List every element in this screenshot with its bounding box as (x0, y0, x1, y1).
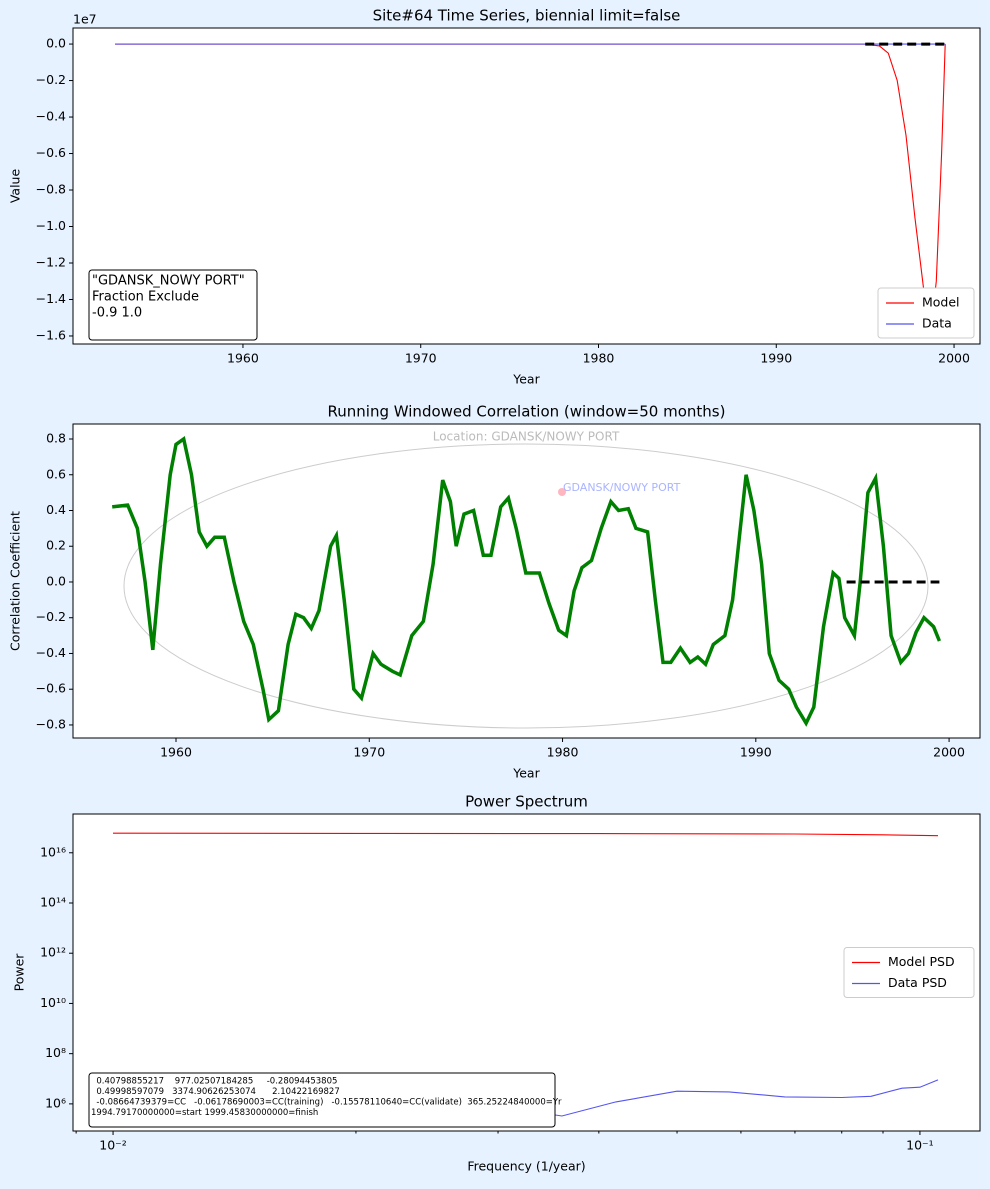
map-outline (123, 443, 929, 729)
annotation-text: 0.40798855217 977.02507184285 -0.2809445… (91, 1077, 337, 1087)
legend-label: Model PSD (888, 954, 955, 969)
x-tick-label: 2000 (933, 745, 965, 760)
chart-title: Power Spectrum (465, 793, 588, 811)
y-tick-label: 10⁸ (45, 1045, 66, 1060)
y-tick-label: −1.6 (36, 327, 66, 342)
y-tick-label: −0.4 (36, 109, 66, 124)
legend (877, 287, 975, 339)
y-tick-label: 10¹⁴ (40, 894, 66, 909)
map-site-label: GDANSK/NOWY PORT (563, 481, 681, 494)
y-tick-label: 0.8 (46, 431, 66, 446)
chart: 1960 1970 1980 1990 2000 0.0 −0.2 −0.4 −0.6 −0.8 −… (8, 7, 981, 387)
y-tick-label: 10¹⁰ (40, 995, 66, 1010)
annotation-text: -0.9 1.0 (92, 306, 142, 321)
y-tick-label: 10¹⁶ (40, 844, 66, 859)
annotation-box (88, 269, 258, 341)
plot-frame (72, 423, 981, 739)
y-tick-label: 10⁶ (45, 1095, 66, 1110)
y-tick-label: −0.6 (36, 681, 66, 696)
legend-label: Model (922, 295, 960, 310)
x-tick-label: 1980 (583, 351, 615, 366)
plot-frame (72, 27, 981, 345)
x-tick-label: 2000 (938, 351, 970, 366)
y-tick-label: −1.4 (36, 291, 66, 306)
plot-frame (72, 813, 981, 1132)
legend (843, 947, 975, 998)
y-tick-label: −1.2 (36, 254, 66, 269)
x-tick-label: 1960 (227, 351, 259, 366)
map-title: Location: GDANSK/NOWY PORT (433, 430, 620, 444)
x-tick-label: 1990 (740, 745, 772, 760)
series-line (115, 43, 946, 331)
x-tick-label: 1960 (160, 745, 192, 760)
plot-area (73, 424, 980, 738)
chart: Location: GDANSK/NOWY PORT GDANSK/NOWY PO… (8, 403, 981, 781)
x-axis-label: Frequency (1/year) (467, 1159, 585, 1174)
map-site (558, 488, 566, 496)
x-tick-label: 1970 (353, 745, 385, 760)
y-axis-label: Value (8, 169, 23, 204)
y-tick-label: 0.0 (46, 573, 66, 588)
annotation-text: "GDANSK_NOWY PORT" (92, 274, 245, 289)
x-tick-label: 1990 (760, 351, 792, 366)
y-tick-label: −1.0 (36, 218, 66, 233)
y-tick-label: −0.2 (36, 609, 66, 624)
y-tick-label: 0.0 (46, 36, 66, 51)
y-tick-label: 0.4 (46, 502, 66, 517)
y-axis-label: Correlation Coefficient (8, 511, 23, 651)
x-tick-label: 1970 (405, 351, 437, 366)
annotation-box (88, 1072, 556, 1128)
annotation-text: 0.49998597079 3374.90626253074 2.1042216… (91, 1087, 340, 1097)
annotation-text: 1994.79170000000=start 1999.45830000000=… (91, 1108, 318, 1118)
x-tick-label: 10⁻² (99, 1138, 127, 1153)
chart-title: Site#64 Time Series, biennial limit=fals… (373, 7, 681, 25)
annotation-text: Fraction Exclude (92, 290, 199, 305)
chart-title: Running Windowed Correlation (window=50 … (328, 403, 726, 421)
x-tick-label: 10⁻¹ (906, 1138, 934, 1153)
y-tick-label: −0.8 (36, 182, 66, 197)
y-tick-label: −0.6 (36, 145, 66, 160)
x-tick-label: 1980 (547, 745, 579, 760)
y-tick-label: 0.2 (46, 538, 66, 553)
y-tick-label: −0.2 (36, 72, 66, 87)
series-line (112, 832, 939, 837)
chart: 10⁻² 10⁻¹ 10⁶ 10⁸ 10¹⁰ 10¹² 10¹⁴ 10¹⁶ Power Spec… (12, 793, 981, 1174)
legend-label: Data (922, 316, 952, 331)
y-tick-label: 10¹² (40, 945, 66, 960)
y-axis-label: Power (12, 953, 27, 992)
offset-label: 1e7 (73, 12, 97, 27)
legend-label: Data PSD (888, 975, 947, 990)
y-tick-label: −0.4 (36, 645, 66, 660)
y-tick-label: −0.8 (36, 716, 66, 731)
x-axis-label: Year (512, 372, 540, 387)
series-line (111, 436, 942, 727)
annotation-text: -0.08664739379=CC -0.06178690003=CC(trai… (91, 1098, 562, 1108)
x-axis-label: Year (512, 766, 540, 781)
y-tick-label: 0.6 (46, 466, 66, 481)
